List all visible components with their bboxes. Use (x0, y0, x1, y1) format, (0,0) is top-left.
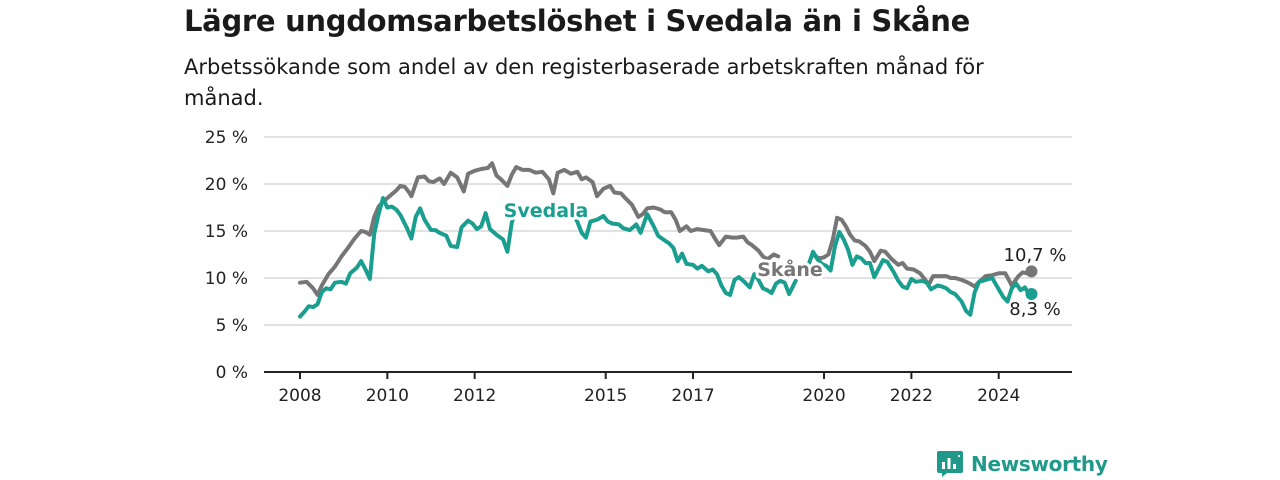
skane-end-value-label: 10,7 % (1004, 245, 1067, 266)
chart-title: Lägre ungdomsarbetslöshet i Svedala än i… (184, 4, 970, 38)
svedala-end-value-label: 8,3 % (1009, 299, 1060, 320)
x-tick-label: 2020 (802, 386, 845, 406)
x-tick-label: 2010 (366, 386, 409, 406)
skane-end-point (1025, 265, 1038, 278)
x-tick-label: 2012 (453, 386, 496, 406)
y-tick-label: 10 % (205, 269, 248, 289)
chart-subtitle: Arbetssökande som andel av den registerb… (184, 55, 984, 110)
svedala-series-line (298, 196, 525, 319)
x-tick-label: 2024 (977, 386, 1020, 406)
y-tick-label: 15 % (205, 222, 248, 242)
brand-name: Newsworthy (971, 452, 1108, 476)
x-tick-label: 2017 (671, 386, 714, 406)
y-tick-label: 25 % (205, 128, 248, 148)
newsworthy-logo-icon (937, 451, 963, 477)
svedala-end-point (1025, 287, 1038, 300)
svedala-series-line (802, 229, 1034, 317)
y-tick-label: 20 % (205, 175, 248, 195)
x-tick-label: 2022 (890, 386, 933, 406)
y-tick-label: 5 % (216, 316, 248, 336)
svedala-series-label: Svedala (504, 200, 589, 222)
skane-series-line (813, 215, 1034, 289)
x-tick-label: 2008 (278, 386, 321, 406)
skane-series-label: Skåne (757, 257, 823, 281)
newsworthy-brand: Newsworthy (937, 448, 1108, 480)
svedala-series-line (570, 212, 798, 297)
y-tick-label: 0 % (216, 363, 248, 383)
x-tick-label: 2015 (584, 386, 627, 406)
